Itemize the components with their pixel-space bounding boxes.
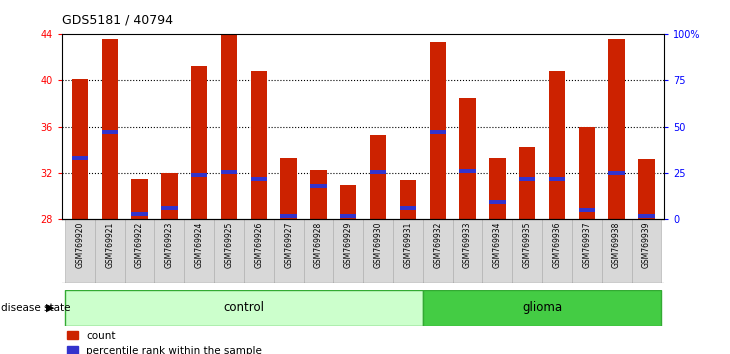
Bar: [161, 173, 177, 219]
FancyBboxPatch shape: [602, 219, 631, 283]
FancyBboxPatch shape: [244, 219, 274, 283]
Text: GDS5181 / 40794: GDS5181 / 40794: [62, 13, 173, 27]
Bar: [101, 39, 118, 219]
Bar: [220, 35, 237, 219]
FancyBboxPatch shape: [125, 219, 155, 283]
Bar: [131, 212, 147, 216]
FancyBboxPatch shape: [274, 219, 304, 283]
FancyBboxPatch shape: [304, 219, 334, 283]
Bar: [161, 206, 177, 210]
Text: GSM769925: GSM769925: [225, 221, 234, 268]
Text: GSM769934: GSM769934: [493, 221, 502, 268]
Text: GSM769930: GSM769930: [374, 221, 383, 268]
Text: GSM769924: GSM769924: [195, 221, 204, 268]
Bar: [459, 169, 476, 173]
Bar: [250, 71, 267, 219]
FancyBboxPatch shape: [423, 219, 453, 283]
FancyBboxPatch shape: [155, 219, 184, 283]
FancyBboxPatch shape: [512, 219, 542, 283]
Text: GSM769920: GSM769920: [75, 221, 85, 268]
Bar: [370, 135, 386, 219]
FancyBboxPatch shape: [184, 219, 214, 283]
FancyBboxPatch shape: [393, 219, 423, 283]
FancyBboxPatch shape: [572, 219, 602, 283]
Text: GSM769935: GSM769935: [523, 221, 531, 268]
Text: GSM769931: GSM769931: [404, 221, 412, 268]
FancyBboxPatch shape: [214, 219, 244, 283]
Bar: [549, 177, 565, 181]
FancyBboxPatch shape: [542, 219, 572, 283]
Bar: [400, 206, 416, 210]
Text: GSM769933: GSM769933: [463, 221, 472, 268]
Bar: [101, 130, 118, 135]
Text: GSM769937: GSM769937: [583, 221, 591, 268]
Bar: [549, 71, 565, 219]
Bar: [280, 158, 297, 219]
FancyBboxPatch shape: [631, 219, 661, 283]
FancyBboxPatch shape: [453, 219, 483, 283]
Bar: [131, 179, 147, 219]
Text: GSM769927: GSM769927: [284, 221, 293, 268]
Legend: count, percentile rank within the sample: count, percentile rank within the sample: [67, 331, 262, 354]
Bar: [310, 170, 326, 219]
Bar: [429, 130, 446, 135]
Text: glioma: glioma: [522, 302, 562, 314]
Text: control: control: [223, 302, 264, 314]
Text: disease state: disease state: [1, 303, 70, 313]
Text: GSM769922: GSM769922: [135, 221, 144, 268]
FancyBboxPatch shape: [423, 290, 661, 326]
Bar: [519, 148, 535, 219]
Bar: [489, 158, 506, 219]
Bar: [340, 185, 356, 219]
Text: GSM769923: GSM769923: [165, 221, 174, 268]
Bar: [220, 170, 237, 174]
Bar: [280, 214, 297, 218]
Text: GSM769921: GSM769921: [105, 221, 115, 268]
Bar: [400, 180, 416, 219]
FancyBboxPatch shape: [65, 219, 95, 283]
Bar: [608, 39, 625, 219]
Text: GSM769926: GSM769926: [254, 221, 264, 268]
Bar: [608, 171, 625, 175]
Bar: [191, 66, 207, 219]
Bar: [638, 159, 655, 219]
Bar: [250, 177, 267, 181]
Bar: [638, 214, 655, 218]
Text: GSM769928: GSM769928: [314, 221, 323, 268]
Bar: [519, 177, 535, 181]
Bar: [579, 208, 595, 212]
FancyBboxPatch shape: [483, 219, 512, 283]
Text: GSM769932: GSM769932: [433, 221, 442, 268]
Bar: [370, 170, 386, 174]
FancyBboxPatch shape: [65, 290, 423, 326]
FancyBboxPatch shape: [364, 219, 393, 283]
Bar: [489, 200, 506, 204]
Bar: [459, 97, 476, 219]
Bar: [429, 42, 446, 219]
Bar: [310, 184, 326, 188]
Text: GSM769936: GSM769936: [553, 221, 561, 268]
FancyBboxPatch shape: [334, 219, 364, 283]
Text: GSM769938: GSM769938: [612, 221, 621, 268]
Text: GSM769939: GSM769939: [642, 221, 651, 268]
Text: ▶: ▶: [46, 303, 55, 313]
Bar: [191, 173, 207, 177]
Text: GSM769929: GSM769929: [344, 221, 353, 268]
Bar: [579, 127, 595, 219]
Bar: [72, 156, 88, 160]
FancyBboxPatch shape: [95, 219, 125, 283]
Bar: [340, 214, 356, 218]
Bar: [72, 79, 88, 219]
